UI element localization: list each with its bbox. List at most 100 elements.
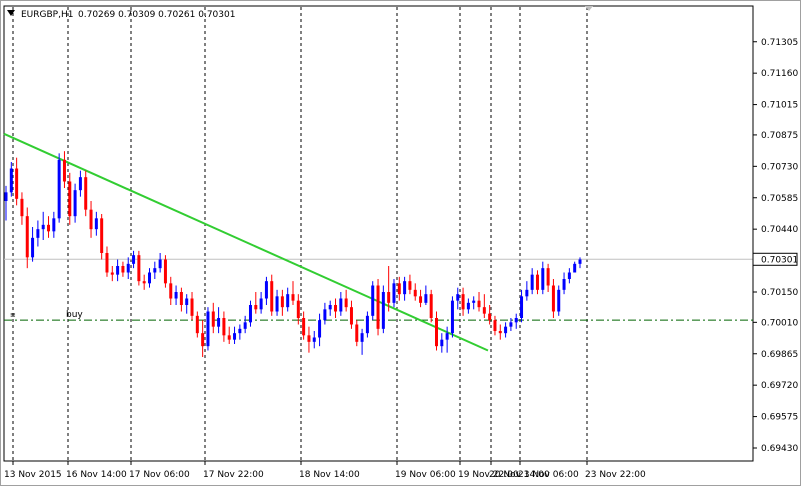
- candle-body: [36, 229, 40, 238]
- candle: [163, 255, 167, 288]
- x-tick-label: 20 Nov 14:00: [489, 470, 550, 480]
- candle: [520, 289, 524, 323]
- candle-body: [312, 337, 316, 342]
- candle-body: [296, 300, 300, 318]
- x-tick-label: 18 Nov 14:00: [299, 470, 360, 480]
- candle-body: [148, 272, 151, 284]
- candle-body: [62, 159, 66, 182]
- candle: [41, 211, 45, 240]
- candle: [20, 192, 24, 225]
- candle-body: [57, 159, 61, 219]
- candle: [509, 318, 513, 331]
- chart-shift-marker[interactable]: [585, 6, 593, 11]
- candle-body: [323, 309, 327, 321]
- candle-body: [121, 266, 125, 273]
- candle: [397, 276, 401, 301]
- candle: [206, 307, 210, 351]
- triangle-down-icon[interactable]: [7, 10, 15, 16]
- candle: [546, 263, 550, 292]
- candle-body: [238, 328, 242, 334]
- y-tick-label: 0.69575: [761, 413, 798, 423]
- candle: [535, 270, 539, 295]
- candle: [248, 300, 252, 327]
- candle: [339, 292, 343, 316]
- candle: [312, 331, 316, 349]
- candle: [185, 294, 189, 314]
- candle-body: [381, 292, 385, 329]
- candle: [376, 279, 380, 336]
- candle-body: [429, 294, 433, 318]
- candle-body: [562, 279, 566, 290]
- candle: [217, 307, 221, 334]
- candle-body: [195, 315, 199, 334]
- candle-body: [243, 322, 247, 329]
- candle-body: [185, 298, 189, 305]
- candle-body: [344, 298, 348, 308]
- candle: [243, 315, 247, 334]
- candle: [493, 315, 497, 336]
- candle-body: [498, 331, 502, 334]
- candle: [429, 289, 433, 323]
- candle-body: [217, 318, 221, 327]
- current-price-label: 0.70301: [761, 255, 798, 265]
- candle-body: [488, 313, 492, 321]
- x-tick-label: 19 Nov 06:00: [395, 470, 456, 480]
- candle-body: [31, 237, 35, 258]
- candle-body: [328, 305, 332, 310]
- candle-body: [339, 298, 343, 312]
- candle: [264, 276, 268, 305]
- y-tick-label: 0.71305: [761, 38, 798, 48]
- candle: [334, 298, 338, 318]
- candle-body: [275, 296, 279, 312]
- y-tick-label: 0.70730: [761, 162, 798, 172]
- candle: [15, 157, 19, 206]
- candle: [445, 326, 449, 353]
- candle-body: [435, 318, 438, 347]
- candle-body: [15, 168, 19, 199]
- candle: [435, 311, 438, 351]
- candle-body: [456, 294, 460, 301]
- candle-body: [47, 224, 51, 232]
- candle-body: [530, 274, 534, 290]
- candle: [31, 227, 35, 262]
- candle-body: [163, 259, 167, 284]
- candle: [456, 287, 460, 310]
- candle-body: [89, 209, 93, 230]
- candle: [201, 320, 205, 357]
- candle-body: [169, 283, 173, 299]
- candle: [100, 214, 104, 260]
- y-tick-label: 0.70875: [761, 131, 798, 141]
- candle-body: [392, 283, 396, 303]
- candle-body: [419, 296, 423, 303]
- symbol-label: EURGBP,H1: [21, 10, 73, 20]
- candle-body: [514, 318, 518, 323]
- trendline[interactable]: [3, 132, 489, 352]
- candle-body: [371, 285, 375, 316]
- candle: [371, 281, 375, 321]
- candle-body: [25, 216, 29, 258]
- y-tick-label: 0.69865: [761, 350, 798, 360]
- candle-body: [307, 335, 311, 342]
- candle-body: [280, 296, 284, 308]
- candle: [36, 220, 40, 247]
- candle-body: [201, 333, 205, 347]
- candle-body: [126, 263, 130, 273]
- candle: [169, 276, 173, 305]
- candle: [296, 294, 300, 325]
- candle: [291, 281, 295, 305]
- candle-body: [365, 315, 369, 334]
- candle: [488, 305, 492, 325]
- candle: [78, 170, 82, 197]
- candle: [413, 283, 417, 301]
- candle-body: [142, 281, 146, 284]
- candle: [525, 281, 529, 301]
- candle-body: [355, 324, 359, 342]
- candle-body: [472, 300, 476, 303]
- candle: [387, 266, 391, 312]
- candle-body: [264, 281, 268, 299]
- candle: [573, 261, 577, 273]
- candle: [302, 311, 306, 340]
- candle: [477, 292, 481, 312]
- candle: [307, 326, 311, 353]
